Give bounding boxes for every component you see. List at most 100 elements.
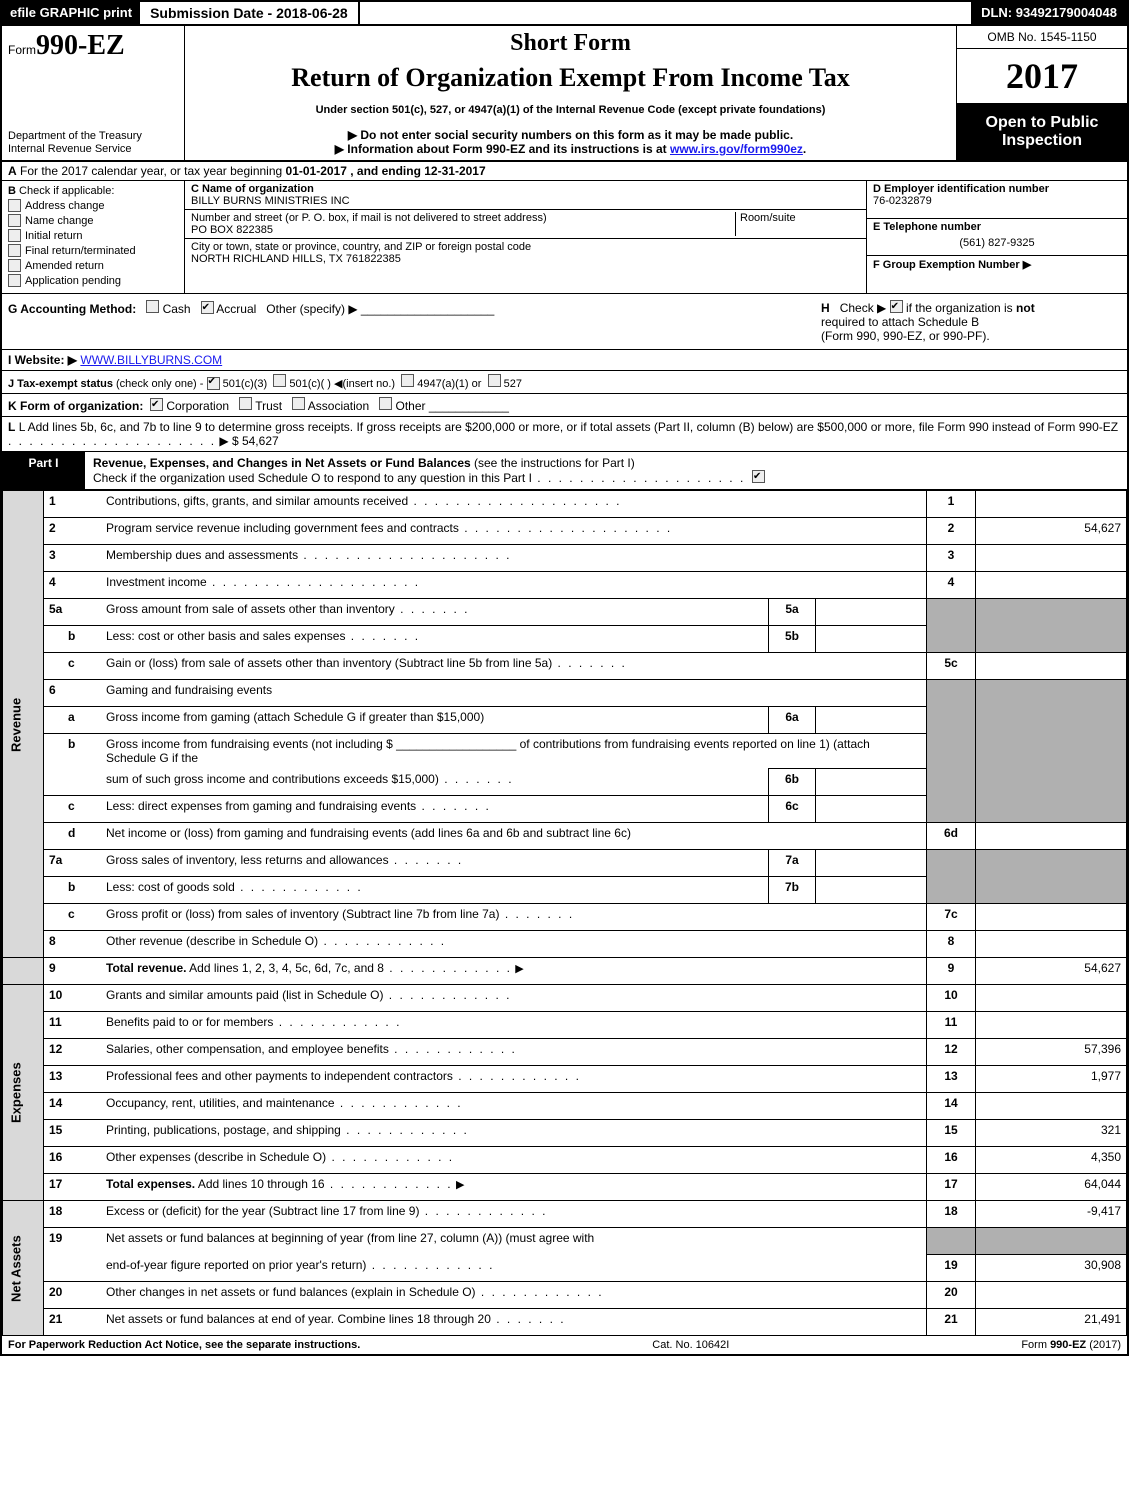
v: [976, 545, 1127, 572]
line-15: 15 Printing, publications, postage, and …: [3, 1120, 1127, 1147]
line-7b: b Less: cost of goods sold 7b: [3, 877, 1127, 904]
checkbox-icon[interactable]: [292, 397, 305, 410]
num: d: [44, 823, 102, 850]
open-to-public: Open to Public Inspection: [957, 104, 1127, 160]
desc: Program service revenue including govern…: [101, 518, 927, 545]
r-shade: [927, 734, 976, 769]
desc: Membership dues and assessments: [101, 545, 927, 572]
org-name: BILLY BURNS MINISTRIES INC: [191, 195, 860, 207]
r: 8: [927, 931, 976, 958]
revenue-side-label: Revenue: [3, 491, 44, 958]
num: 19: [44, 1228, 102, 1255]
num: 13: [44, 1066, 102, 1093]
c-city-row: City or town, state or province, country…: [185, 239, 866, 267]
mv: [816, 877, 927, 904]
v-shade: [976, 850, 1127, 877]
checkbox-icon-checked[interactable]: [207, 377, 220, 390]
checkbox-icon-checked[interactable]: [201, 301, 214, 314]
checkbox-icon[interactable]: [239, 397, 252, 410]
dots: [341, 1123, 469, 1137]
line-table: Revenue 1 Contributions, gifts, grants, …: [2, 490, 1127, 1336]
v: 21,491: [976, 1309, 1127, 1336]
v-shade: [976, 707, 1127, 734]
checkbox-icon: [8, 244, 21, 257]
info-prefix: ▶ Information about Form 990-EZ and its …: [335, 142, 670, 156]
dots: [532, 471, 745, 485]
desc: Occupancy, rent, utilities, and maintena…: [101, 1093, 927, 1120]
e-label: E Telephone number: [873, 221, 981, 233]
col-def: D Employer identification number 76-0232…: [866, 181, 1127, 293]
num: 21: [44, 1309, 102, 1336]
row-a-text: For the 2017 calendar year, or tax year …: [20, 164, 286, 178]
v: 54,627: [976, 958, 1127, 985]
line-19b: end-of-year figure reported on prior yea…: [3, 1255, 1127, 1282]
f-label: F Group Exemption Number ▶: [873, 259, 1031, 271]
website-link[interactable]: WWW.BILLYBURNS.COM: [80, 353, 222, 367]
num: c: [44, 904, 102, 931]
addr-label: Number and street (or P. O. box, if mail…: [191, 212, 735, 224]
addr-value: PO BOX 822385: [191, 224, 735, 236]
r: 18: [927, 1201, 976, 1228]
checkbox-icon[interactable]: [379, 397, 392, 410]
row-j: J Tax-exempt status (check only one) - 5…: [2, 371, 1127, 394]
g-other: Other (specify) ▶: [266, 302, 357, 316]
chk-amended-return[interactable]: Amended return: [8, 259, 178, 272]
b-label: B: [8, 185, 16, 197]
num: 9: [44, 958, 102, 985]
header-right: OMB No. 1545-1150 2017 Open to Public In…: [956, 26, 1127, 160]
chk-name-change[interactable]: Name change: [8, 214, 178, 227]
omb-number: OMB No. 1545-1150: [957, 26, 1127, 49]
num: 7a: [44, 850, 102, 877]
line-8: 8 Other revenue (describe in Schedule O)…: [3, 931, 1127, 958]
r-shade: [927, 877, 976, 904]
efile-print-button[interactable]: efile GRAPHIC print: [2, 2, 140, 24]
line-6c: c Less: direct expenses from gaming and …: [3, 796, 1127, 823]
dots: [384, 961, 512, 975]
line-18: Net Assets 18 Excess or (deficit) for th…: [3, 1201, 1127, 1228]
num: 10: [44, 985, 102, 1012]
num: 15: [44, 1120, 102, 1147]
checkbox-icon[interactable]: [488, 374, 501, 387]
v: [976, 1282, 1127, 1309]
r: 3: [927, 545, 976, 572]
chk-application-pending[interactable]: Application pending: [8, 274, 178, 287]
checkbox-icon-checked[interactable]: [150, 398, 163, 411]
row-a-begin: 01-01-2017: [286, 164, 347, 178]
j-501c: 501(c)( ) ◀(insert no.): [289, 378, 395, 390]
desc: Professional fees and other payments to …: [101, 1066, 927, 1093]
info-link[interactable]: www.irs.gov/form990ez: [670, 142, 803, 156]
desc: Gain or (loss) from sale of assets other…: [101, 653, 927, 680]
row-l: L L Add lines 5b, 6c, and 7b to line 9 t…: [2, 417, 1127, 452]
num: 5a: [44, 599, 102, 626]
l-text: L Add lines 5b, 6c, and 7b to line 9 to …: [19, 420, 1118, 434]
chk-initial-return[interactable]: Initial return: [8, 229, 178, 242]
num: c: [44, 653, 102, 680]
row-a: A For the 2017 calendar year, or tax yea…: [2, 162, 1127, 181]
checkbox-icon: [8, 274, 21, 287]
checkbox-icon[interactable]: [401, 374, 414, 387]
city-value: NORTH RICHLAND HILLS, TX 761822385: [191, 253, 860, 265]
mv: [816, 599, 927, 626]
return-title: Return of Organization Exempt From Incom…: [195, 63, 946, 93]
chk-final-return[interactable]: Final return/terminated: [8, 244, 178, 257]
part-i-text: Revenue, Expenses, and Changes in Net As…: [85, 452, 1127, 489]
m: 6b: [769, 769, 816, 796]
checkbox-icon-checked[interactable]: [752, 470, 765, 483]
chk-label: Application pending: [25, 275, 121, 287]
dots: [366, 1258, 494, 1272]
k-assoc: Association: [308, 399, 369, 413]
subdate-value: 2018-06-28: [276, 5, 348, 21]
num: 16: [44, 1147, 102, 1174]
e-row: E Telephone number (561) 827-9325: [867, 219, 1127, 257]
checkbox-icon[interactable]: [273, 374, 286, 387]
part-i-paren: (see the instructions for Part I): [474, 456, 635, 470]
desc: Gaming and fundraising events: [101, 680, 927, 707]
line-13: 13 Professional fees and other payments …: [3, 1066, 1127, 1093]
j-501c3: 501(c)(3): [223, 378, 268, 390]
dots: [273, 1015, 401, 1029]
checkbox-icon[interactable]: [146, 300, 159, 313]
chk-address-change[interactable]: Address change: [8, 199, 178, 212]
checkbox-icon-checked[interactable]: [890, 300, 903, 313]
desc: Total expenses. Add lines 10 through 16 …: [101, 1174, 927, 1201]
spacer: [360, 2, 971, 24]
